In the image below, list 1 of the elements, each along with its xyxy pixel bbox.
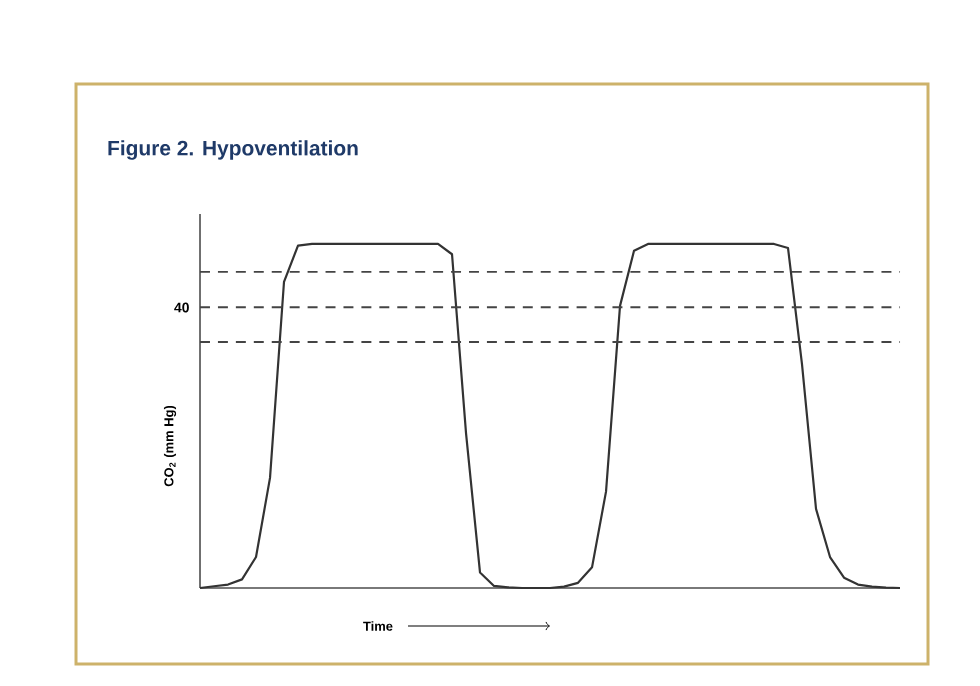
chart-title: Figure 2. Hypoventilation xyxy=(108,140,358,160)
